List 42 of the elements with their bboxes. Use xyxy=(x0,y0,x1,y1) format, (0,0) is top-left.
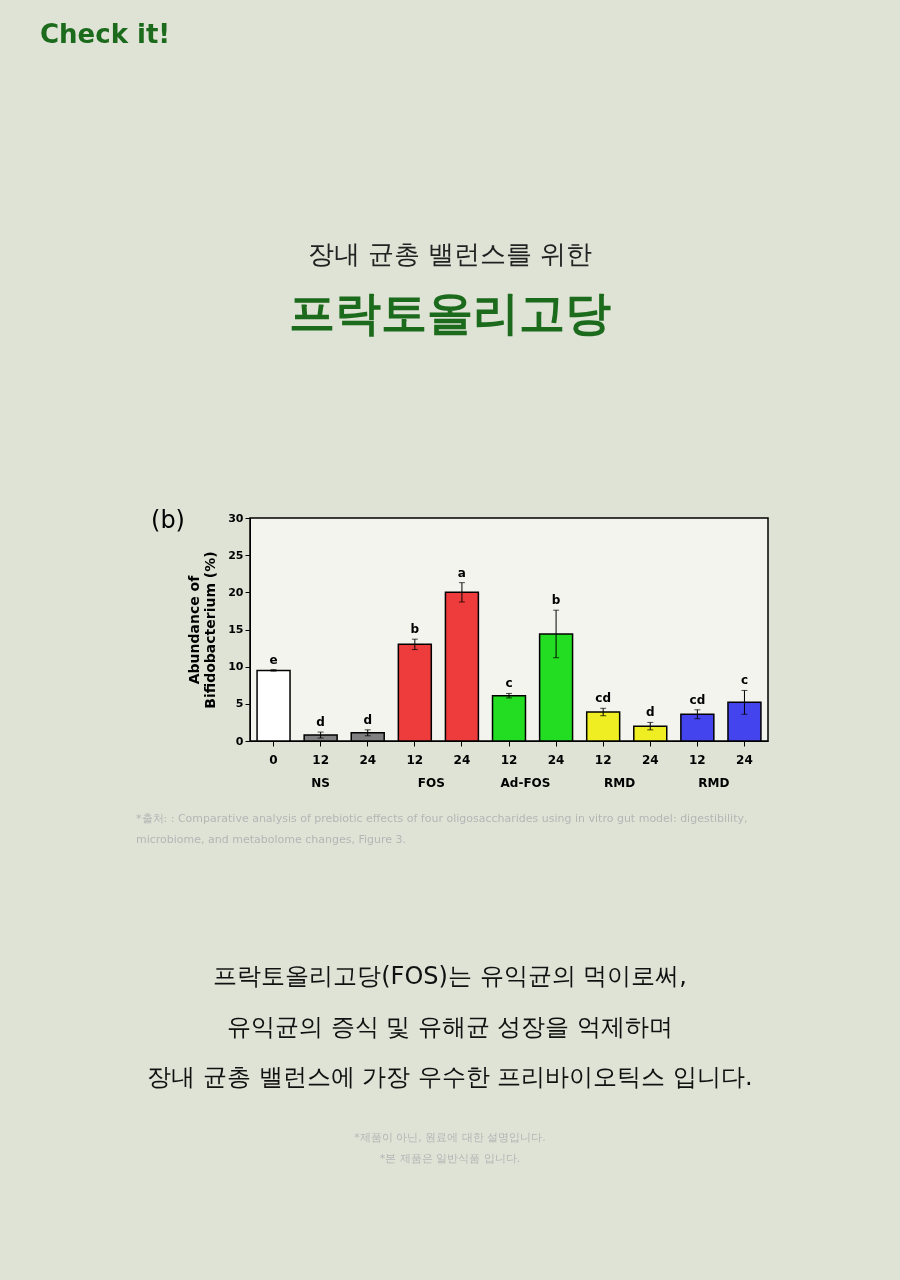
x-tick-label: 24 xyxy=(736,752,753,767)
y-tick-label: 5 xyxy=(235,697,244,711)
data-label: b xyxy=(410,622,420,637)
text: NS xyxy=(311,776,330,790)
text: FOS xyxy=(417,776,445,790)
x-tick-label: 24 xyxy=(453,752,471,767)
x-tick-label: 12 xyxy=(406,752,424,767)
data-label: d xyxy=(363,712,373,727)
data-label: d xyxy=(316,715,325,730)
x-tick-label: 24 xyxy=(547,752,565,767)
text: (b) xyxy=(151,506,185,534)
y-tick-label: 25 xyxy=(228,548,244,562)
x-tick-label: 12 xyxy=(500,752,518,767)
x-tick-label: 12 xyxy=(689,752,706,767)
y-tick-label: 15 xyxy=(228,623,244,636)
text: 프락토올리고당(FOS)는 유익균의 먹이로써, xyxy=(213,962,687,990)
data-label: a xyxy=(457,565,466,580)
text: Ad-FOS xyxy=(500,776,551,790)
data-label: d xyxy=(645,705,655,720)
x-tick-label: 0 xyxy=(269,752,278,767)
text: Check it! xyxy=(40,19,171,49)
y-tick-label: 0 xyxy=(235,734,244,748)
chart-title: 프락토올리고당 xyxy=(289,286,611,340)
x-tick-label: 12 xyxy=(312,752,329,767)
x-tick-label: 24 xyxy=(641,752,659,767)
data-label: b xyxy=(551,593,561,608)
text: RMD xyxy=(604,776,636,790)
text: 장내 균총 밸런스에 가장 우수한 프리바이오틱스 입니다. xyxy=(147,1063,753,1091)
x-tick-label: 24 xyxy=(359,752,377,767)
y-tick-label: 30 xyxy=(228,511,244,525)
text: 유익균의 증식 및 유해균 성장을 억제하며 xyxy=(226,1013,674,1041)
data-label: c xyxy=(740,673,749,688)
data-label: cd xyxy=(689,692,706,707)
data-label: cd xyxy=(595,691,612,706)
chart-subtitle: 장내 균총 밸런스를 위한 xyxy=(307,239,593,269)
data-label: e xyxy=(269,652,278,667)
data-label: c xyxy=(505,676,513,691)
x-tick-label: 12 xyxy=(594,752,612,767)
y-axis-title: Abundance of Bifidobacterium (%) xyxy=(186,551,219,709)
text: RMD xyxy=(698,776,730,790)
y-tick-label: 20 xyxy=(228,585,244,599)
y-tick-label: 10 xyxy=(228,660,244,674)
